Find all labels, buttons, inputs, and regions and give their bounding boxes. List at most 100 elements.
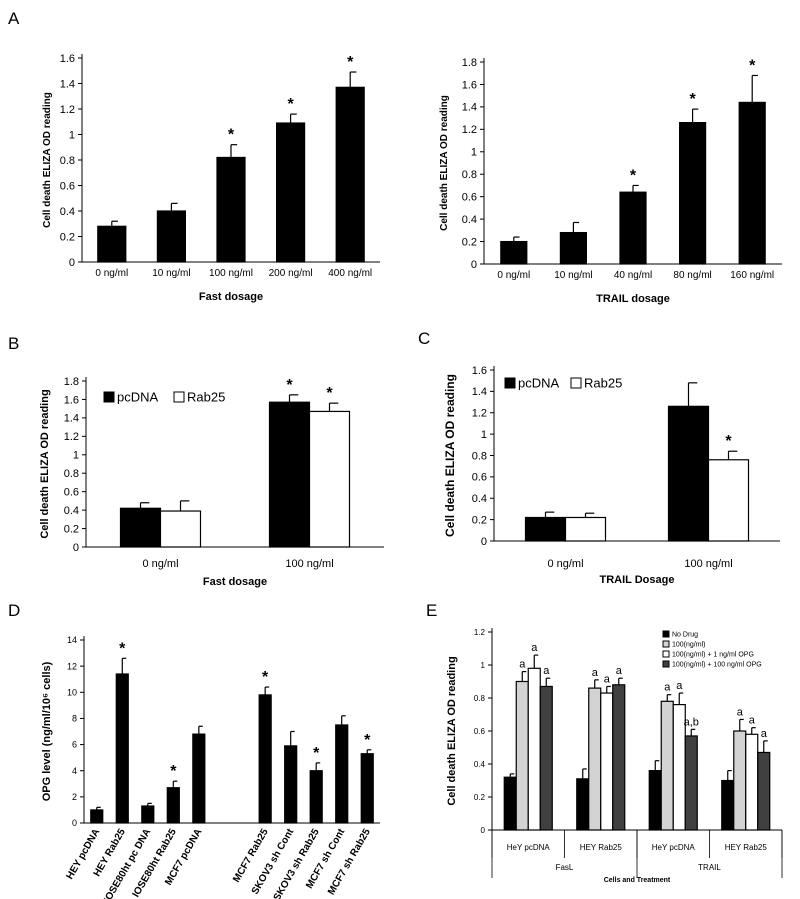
- y-tick-label: 14: [67, 635, 77, 645]
- bar: [258, 694, 272, 824]
- x-tick-label: 0 ng/ml: [142, 558, 178, 570]
- bar: [156, 210, 186, 263]
- y-tick-label: 0.6: [474, 727, 486, 736]
- significance-mark: a: [616, 665, 623, 677]
- bar: [648, 769, 662, 831]
- chart-b-fast-dosage: 0 0.2 0.4 0.6 0.8 1 1.2 1.4 1.6 1.8 * * 0 ng/ml 100 n…: [39, 376, 384, 588]
- legend-swatch: [173, 391, 185, 403]
- y-tick-label: 1: [73, 450, 79, 462]
- bar: [141, 805, 155, 824]
- bar: [733, 730, 747, 831]
- bar: [276, 122, 306, 263]
- y-tick-label: 0.6: [472, 472, 487, 484]
- bar: [564, 516, 607, 542]
- significance-star: *: [725, 433, 732, 450]
- x-tick-label: HEY Rab25: [725, 843, 768, 852]
- bar: [159, 510, 202, 548]
- x-axis-title: Cells and Treatment: [604, 877, 671, 884]
- panel-label-a: A: [8, 9, 20, 28]
- bar: [684, 735, 698, 831]
- bar: [619, 191, 647, 265]
- legend-swatch: [504, 377, 516, 389]
- significance-star: *: [630, 167, 637, 184]
- significance-mark: a: [592, 667, 599, 679]
- legend-swatch: [570, 377, 582, 389]
- y-tick-label: 0.8: [474, 694, 486, 703]
- significance-star: *: [228, 127, 235, 144]
- legend-label: pcDNA: [117, 390, 159, 405]
- bar: [503, 776, 517, 831]
- bar: [738, 101, 766, 265]
- x-tick-label: 40 ng/ml: [614, 270, 652, 281]
- chart-fast-dosage: 0 0.2 0.4 0.6 0.8 1 1.2 1.4 1.6 * * * 0 ng/ml 10 ng/m…: [42, 53, 380, 303]
- significance-star: *: [287, 96, 294, 113]
- y-tick-label: 1: [471, 147, 477, 159]
- y-axis-title: OPG level (ng/ml/10⁶ cells): [41, 661, 53, 801]
- legend-swatch: [103, 391, 115, 403]
- legend-label: Rab25: [187, 390, 225, 405]
- y-axis-title: Cell death ELIZA OD reading: [439, 95, 450, 231]
- x-axis-title: TRAIL dosage: [596, 293, 670, 305]
- x-tick-label: 400 ng/ml: [328, 268, 372, 279]
- y-tick-label: 0.2: [462, 236, 477, 248]
- y-tick-label: 1.2: [462, 124, 477, 136]
- significance-mark: a: [664, 682, 671, 694]
- x-tick-label: 10 ng/ml: [152, 268, 190, 279]
- y-tick-label: 1.4: [64, 413, 79, 425]
- y-tick-label: 0: [69, 257, 75, 269]
- x-axis-title: TRAIL Dosage: [600, 574, 675, 586]
- bar: [667, 405, 710, 542]
- bar: [119, 507, 162, 548]
- y-tick-label: 1.6: [472, 365, 487, 377]
- bar: [707, 459, 750, 542]
- x-axis-title: Fast dosage: [199, 291, 263, 303]
- bar: [268, 401, 311, 548]
- y-tick-label: 2: [72, 792, 77, 802]
- bar: [309, 770, 323, 824]
- y-tick-label: 1: [481, 661, 486, 670]
- bar: [500, 240, 528, 265]
- significance-mark: a,b: [684, 716, 699, 728]
- y-tick-label: 0.2: [60, 231, 75, 243]
- x-tick-label: HeY pcDNA: [507, 843, 551, 852]
- x-tick-label: HEY Rab25: [580, 843, 623, 852]
- y-tick-label: 0.8: [64, 468, 79, 480]
- y-tick-label: 0.2: [64, 523, 79, 535]
- legend-label: 100(ng/ml) + 1 ng/ml OPG: [672, 652, 754, 659]
- legend-label: Rab25: [584, 376, 622, 391]
- x-tick-label: 200 ng/ml: [269, 268, 313, 279]
- y-tick-label: 0.8: [462, 169, 477, 181]
- group-label: FasL: [556, 863, 574, 872]
- y-tick-label: 0: [481, 826, 486, 835]
- y-tick-label: 1.4: [60, 78, 75, 90]
- panel-label-c: C: [418, 329, 430, 348]
- x-tick-label: 0 ng/ml: [497, 270, 530, 281]
- legend-label: No Drug: [672, 632, 698, 639]
- y-tick-label: 12: [67, 661, 77, 671]
- x-tick-label: 0 ng/ml: [547, 558, 583, 570]
- y-tick-label: 1.6: [60, 53, 75, 65]
- significance-star: *: [749, 57, 756, 74]
- significance-star: *: [689, 91, 696, 108]
- y-tick-label: 10: [67, 687, 77, 697]
- y-tick-label: 1: [481, 429, 487, 441]
- significance-mark: a: [543, 665, 550, 677]
- significance-mark: a: [604, 673, 611, 685]
- bar: [678, 121, 707, 265]
- legend-swatch: [662, 640, 670, 648]
- y-tick-label: 0.8: [472, 450, 487, 462]
- bar: [576, 778, 590, 831]
- significance-star: *: [119, 640, 126, 657]
- panel-label-b: B: [8, 334, 19, 353]
- y-tick-label: 1.2: [474, 628, 486, 637]
- y-tick-label: 4: [72, 766, 77, 776]
- significance-mark: a: [749, 715, 756, 727]
- group-label: TRAIL: [698, 863, 721, 872]
- y-tick-label: 0.4: [64, 505, 79, 517]
- bar: [166, 787, 180, 824]
- x-tick-label: 160 ng/ml: [730, 270, 774, 281]
- bar: [600, 692, 614, 831]
